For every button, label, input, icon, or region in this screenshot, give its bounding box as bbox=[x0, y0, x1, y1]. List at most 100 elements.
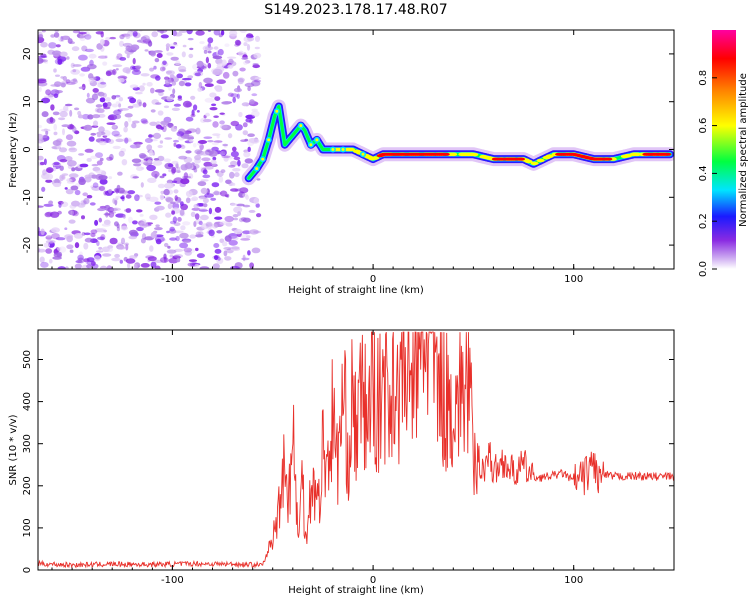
spectrogram-y-tick-label: 10 bbox=[22, 95, 33, 108]
noise-speckle bbox=[46, 235, 52, 238]
noise-speckle bbox=[195, 218, 203, 224]
colorbar-tick-label: 0.6 bbox=[698, 118, 709, 134]
noise-speckle bbox=[223, 246, 233, 250]
noise-speckle bbox=[150, 261, 157, 268]
noise-speckle bbox=[69, 249, 74, 253]
noise-speckle bbox=[171, 166, 177, 174]
noise-speckle bbox=[196, 110, 200, 113]
noise-speckle bbox=[92, 182, 99, 188]
noise-speckle bbox=[58, 202, 62, 208]
noise-speckle bbox=[146, 144, 153, 151]
noise-speckle bbox=[107, 245, 114, 249]
noise-speckle bbox=[159, 175, 165, 179]
noise-speckle bbox=[248, 209, 256, 213]
noise-speckle bbox=[62, 105, 69, 112]
colorbar-tick-label: 0.4 bbox=[698, 165, 709, 181]
noise-speckle bbox=[177, 217, 182, 222]
noise-speckle bbox=[122, 214, 126, 219]
noise-speckle bbox=[151, 31, 158, 38]
noise-speckle bbox=[178, 65, 187, 72]
noise-speckle bbox=[40, 261, 49, 268]
noise-speckle bbox=[175, 60, 181, 66]
noise-speckle bbox=[186, 248, 196, 254]
noise-speckle bbox=[172, 30, 177, 37]
noise-speckle bbox=[242, 230, 252, 235]
noise-speckle bbox=[157, 30, 161, 33]
noise-speckle bbox=[203, 136, 213, 139]
noise-speckle bbox=[173, 142, 177, 147]
noise-speckle bbox=[213, 243, 220, 248]
noise-speckle bbox=[60, 76, 64, 79]
noise-speckle bbox=[140, 118, 148, 124]
noise-speckle bbox=[93, 120, 98, 127]
noise-speckle bbox=[213, 190, 220, 196]
noise-speckle bbox=[84, 237, 94, 243]
noise-speckle bbox=[175, 144, 182, 149]
noise-speckle bbox=[119, 259, 124, 264]
noise-speckle bbox=[117, 245, 126, 250]
noise-speckle bbox=[161, 238, 166, 242]
noise-speckle bbox=[197, 87, 203, 92]
noise-speckle bbox=[38, 230, 41, 235]
noise-speckle bbox=[94, 219, 99, 226]
noise-speckle bbox=[41, 111, 49, 118]
noise-speckle bbox=[41, 97, 51, 104]
noise-speckle bbox=[125, 258, 136, 264]
noise-speckle bbox=[189, 47, 194, 51]
noise-speckle bbox=[220, 30, 225, 36]
noise-speckle bbox=[67, 160, 77, 167]
noise-speckle bbox=[38, 138, 45, 144]
noise-speckle bbox=[38, 247, 41, 253]
noise-speckle bbox=[114, 253, 120, 258]
noise-speckle bbox=[194, 154, 202, 161]
noise-speckle bbox=[74, 263, 82, 269]
noise-speckle bbox=[66, 178, 72, 182]
noise-speckle bbox=[222, 71, 230, 79]
noise-speckle bbox=[236, 93, 240, 99]
noise-speckle bbox=[185, 150, 192, 154]
noise-speckle bbox=[113, 109, 122, 116]
noise-speckle bbox=[99, 97, 106, 103]
track-blob-core bbox=[261, 157, 265, 161]
noise-speckle bbox=[106, 265, 112, 269]
noise-speckle bbox=[251, 110, 260, 118]
noise-speckle bbox=[242, 204, 251, 208]
noise-speckle bbox=[128, 235, 137, 240]
noise-speckle bbox=[86, 92, 90, 98]
noise-speckle bbox=[51, 233, 60, 240]
noise-speckle bbox=[215, 169, 220, 174]
noise-speckle bbox=[129, 84, 139, 89]
noise-speckle bbox=[222, 241, 228, 247]
noise-speckle bbox=[83, 242, 89, 250]
noise-speckle bbox=[163, 105, 170, 109]
snr-x-tick-label: 0 bbox=[370, 575, 376, 586]
noise-speckle bbox=[219, 221, 228, 226]
noise-speckle bbox=[232, 182, 236, 186]
noise-speckle bbox=[97, 131, 102, 138]
noise-speckle bbox=[114, 197, 119, 201]
noise-speckle bbox=[79, 251, 83, 257]
noise-speckle bbox=[227, 64, 234, 69]
track-peak bbox=[605, 157, 613, 161]
noise-speckle bbox=[233, 217, 239, 221]
noise-speckle bbox=[39, 256, 45, 263]
noise-speckle bbox=[223, 250, 228, 257]
noise-speckle bbox=[236, 203, 245, 207]
noise-speckle bbox=[173, 103, 181, 107]
track-peak bbox=[442, 152, 450, 156]
noise-speckle bbox=[118, 77, 125, 83]
noise-speckle bbox=[87, 114, 94, 120]
noise-speckle bbox=[78, 31, 87, 35]
noise-speckle bbox=[45, 239, 56, 244]
noise-speckle bbox=[214, 216, 223, 220]
noise-speckle bbox=[83, 232, 91, 236]
noise-speckle bbox=[157, 155, 165, 162]
noise-speckle bbox=[84, 34, 92, 40]
noise-speckle bbox=[79, 163, 89, 168]
noise-speckle bbox=[178, 155, 188, 160]
noise-speckle bbox=[128, 229, 138, 236]
noise-speckle bbox=[185, 135, 194, 141]
noise-speckle bbox=[204, 165, 214, 170]
noise-speckle bbox=[198, 207, 208, 213]
